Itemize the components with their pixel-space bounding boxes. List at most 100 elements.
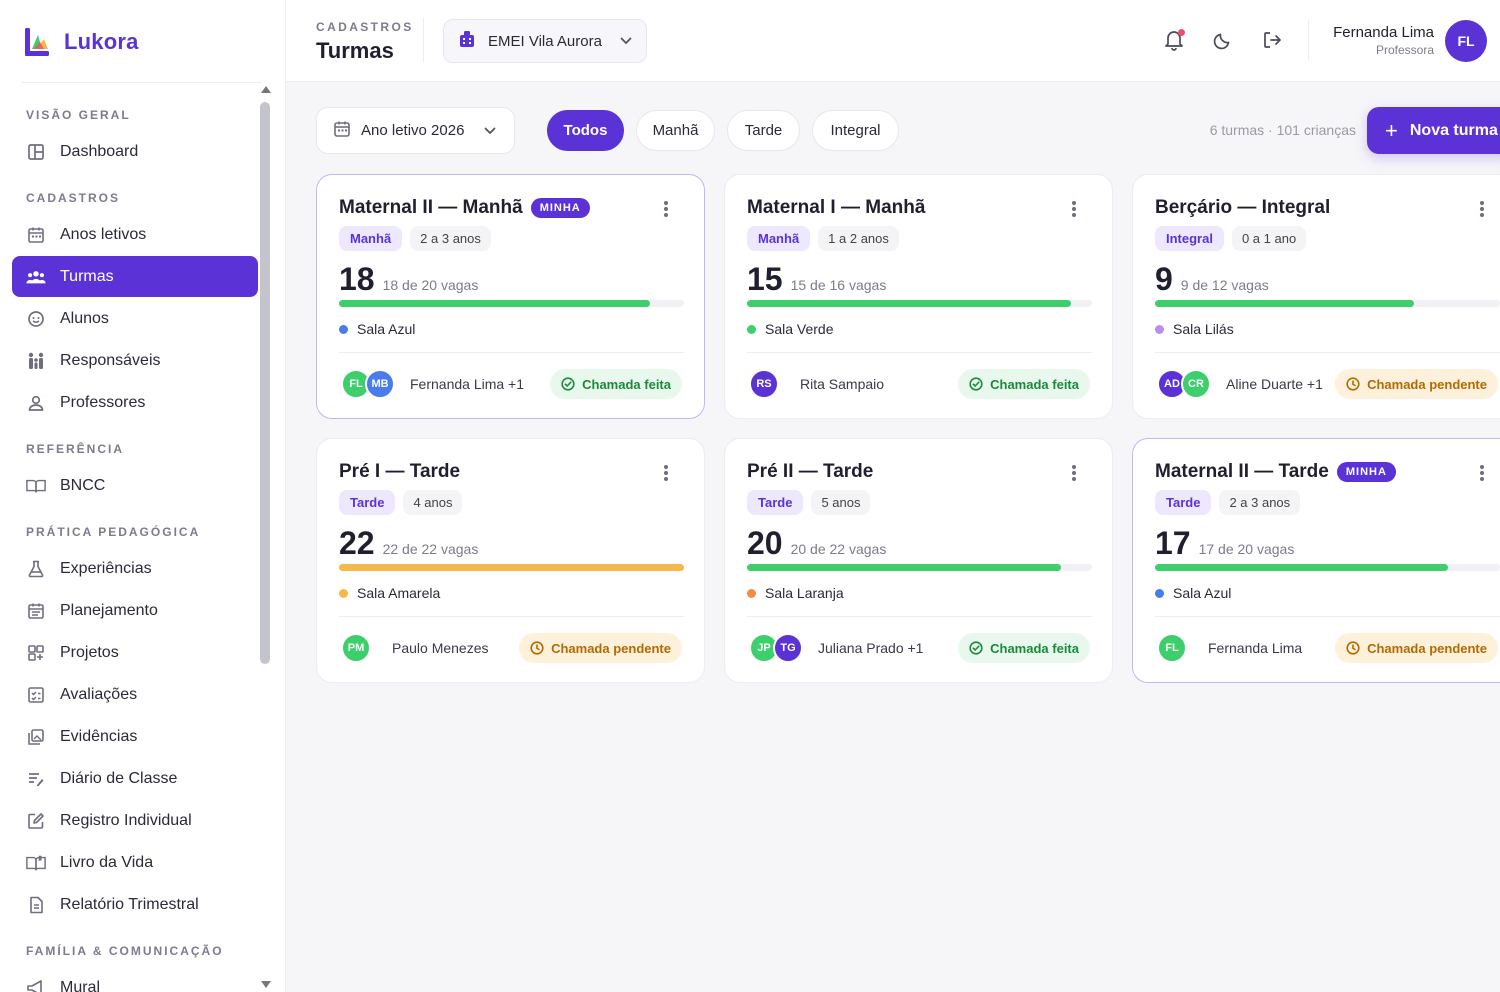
school-year-selector[interactable]: Ano letivo 2026 [316, 107, 515, 154]
scroll-thumb[interactable] [260, 102, 270, 664]
attendance-status-label: Chamada feita [990, 640, 1079, 656]
teacher-name: Rita Sampaio [800, 376, 885, 392]
logout-icon[interactable] [1260, 28, 1284, 52]
capacity-bar [1155, 564, 1500, 571]
clock-icon [1346, 377, 1360, 391]
sidebar-item-label: Dashboard [60, 142, 139, 160]
sidebar-item-bncc[interactable]: BNCC [12, 465, 258, 506]
class-tags: Tarde 5 anos [747, 490, 871, 515]
attendance-status[interactable]: Chamada feita [958, 369, 1090, 399]
capacity-bar-fill [747, 564, 1061, 571]
class-card[interactable]: Maternal I — Manhã Manhã 1 a 2 anos 15 1… [724, 174, 1113, 419]
sidebar-item-experiencias[interactable]: Experiências [12, 548, 258, 589]
more-options-icon[interactable] [1072, 201, 1076, 217]
attendance-status[interactable]: Chamada feita [958, 633, 1090, 663]
sidebar-item-anos-letivos[interactable]: Anos letivos [12, 214, 258, 255]
class-card[interactable]: Maternal II — Tarde MINHA Tarde 2 a 3 an… [1132, 438, 1500, 683]
sidebar-item-alunos[interactable]: Alunos [12, 298, 258, 339]
capacity-bar [747, 300, 1092, 307]
attendance-status-label: Chamada pendente [1367, 376, 1487, 392]
class-card[interactable]: Pré I — Tarde Tarde 4 anos 22 22 de 22 v… [316, 438, 705, 683]
class-title-row: Berçário — Integral [1155, 195, 1330, 221]
class-title-row: Maternal II — Manhã MINHA [339, 195, 590, 221]
scroll-up-arrow-icon[interactable] [261, 86, 271, 93]
more-options-icon[interactable] [1072, 465, 1076, 481]
school-name: EMEI Vila Aurora [488, 32, 602, 50]
check-circle-icon [969, 641, 983, 655]
sidebar-scrollbar[interactable] [260, 84, 272, 992]
filter-todos[interactable]: Todos [547, 110, 624, 151]
attendance-status-label: Chamada feita [990, 376, 1079, 392]
room: Sala Lilás [1155, 321, 1234, 337]
capacity-bar-fill [747, 300, 1071, 307]
more-options-icon[interactable] [664, 201, 668, 217]
more-options-icon[interactable] [664, 465, 668, 481]
user-icon [26, 393, 46, 413]
user-role: Professora [1375, 43, 1434, 57]
class-tags: Manhã 1 a 2 anos [747, 226, 899, 251]
capacity-bar [339, 300, 684, 307]
sidebar-item-evidencias[interactable]: Evidências [12, 716, 258, 757]
check-circle-icon [561, 377, 575, 391]
class-tags: Tarde 2 a 3 anos [1155, 490, 1301, 515]
class-title-row: Pré II — Tarde [747, 459, 873, 485]
filter-integral[interactable]: Integral [812, 110, 899, 151]
class-card[interactable]: Berçário — Integral Integral 0 a 1 ano 9… [1132, 174, 1500, 419]
capacity-bar-fill [1155, 300, 1414, 307]
building-icon [458, 30, 476, 52]
filter-manha[interactable]: Manhã [636, 110, 715, 151]
sidebar-item-professores[interactable]: Professores [12, 382, 258, 423]
attendance-status[interactable]: Chamada feita [550, 369, 682, 399]
nav-section-title: VISÃO GERAL [26, 108, 131, 122]
filter-tarde[interactable]: Tarde [727, 110, 800, 151]
plus-icon: + [1385, 117, 1398, 143]
clock-icon [530, 641, 544, 655]
attendance-status[interactable]: Chamada pendente [519, 633, 682, 663]
sidebar-item-projetos[interactable]: Projetos [12, 632, 258, 673]
check-circle-icon [969, 377, 983, 391]
room: Sala Laranja [747, 585, 844, 601]
enrollment-count: 17 [1155, 525, 1191, 561]
school-selector[interactable]: EMEI Vila Aurora [443, 19, 647, 63]
sidebar-item-relatorio-trimestral[interactable]: Relatório Trimestral [12, 884, 258, 925]
enrollment-count: 20 [747, 525, 783, 561]
sidebar-item-registro-individual[interactable]: Registro Individual [12, 800, 258, 841]
room-name: Sala Lilás [1173, 321, 1234, 337]
class-card[interactable]: Pré II — Tarde Tarde 5 anos 20 20 de 22 … [724, 438, 1113, 683]
shift-tag: Manhã [747, 226, 811, 251]
more-options-icon[interactable] [1480, 201, 1484, 217]
page-title: Turmas [316, 38, 394, 63]
scroll-down-arrow-icon[interactable] [261, 981, 271, 988]
moon-icon[interactable] [1211, 28, 1235, 52]
notes-icon [26, 769, 46, 789]
sidebar-item-avaliacoes[interactable]: Avaliações [12, 674, 258, 715]
capacity-bar-fill [1155, 564, 1449, 571]
more-options-icon[interactable] [1480, 465, 1484, 481]
room-name: Sala Azul [1173, 585, 1232, 601]
room: Sala Azul [1155, 585, 1231, 601]
sidebar-item-dashboard[interactable]: Dashboard [12, 131, 258, 172]
sidebar-item-mural[interactable]: Mural [12, 967, 258, 992]
shift-tag: Manhã [339, 226, 403, 251]
sidebar-item-planejamento[interactable]: Planejamento [12, 590, 258, 631]
logo[interactable]: Lukora [22, 22, 139, 62]
sidebar-item-livro-da-vida[interactable]: Livro da Vida [12, 842, 258, 883]
nav-section-title: FAMÍLIA & COMUNICAÇÃO [26, 944, 224, 958]
sidebar-item-turmas[interactable]: Turmas [12, 256, 258, 297]
teacher-avatars: FL [1157, 633, 1187, 663]
class-card[interactable]: Maternal II — Manhã MINHA Manhã 2 a 3 an… [316, 174, 705, 419]
class-title: Maternal II — Tarde [1155, 461, 1329, 482]
sidebar-item-diario-de-classe[interactable]: Diário de Classe [12, 758, 258, 799]
enrollment: 15 15 de 16 vagas [747, 261, 886, 297]
sidebar-item-label: Mural [60, 978, 101, 992]
user-avatar[interactable]: FL [1445, 20, 1487, 62]
attendance-status[interactable]: Chamada pendente [1335, 369, 1498, 399]
user-name: Fernanda Lima [1333, 24, 1434, 41]
sidebar-item-responsaveis[interactable]: Responsáveis [12, 340, 258, 381]
bell-icon[interactable] [1162, 28, 1186, 52]
enrollment-count: 15 [747, 261, 783, 297]
attendance-status[interactable]: Chamada pendente [1335, 633, 1498, 663]
header-divider [423, 18, 424, 62]
sidebar-item-label: Livro da Vida [60, 853, 154, 871]
new-class-button[interactable]: + Nova turma [1367, 107, 1500, 154]
